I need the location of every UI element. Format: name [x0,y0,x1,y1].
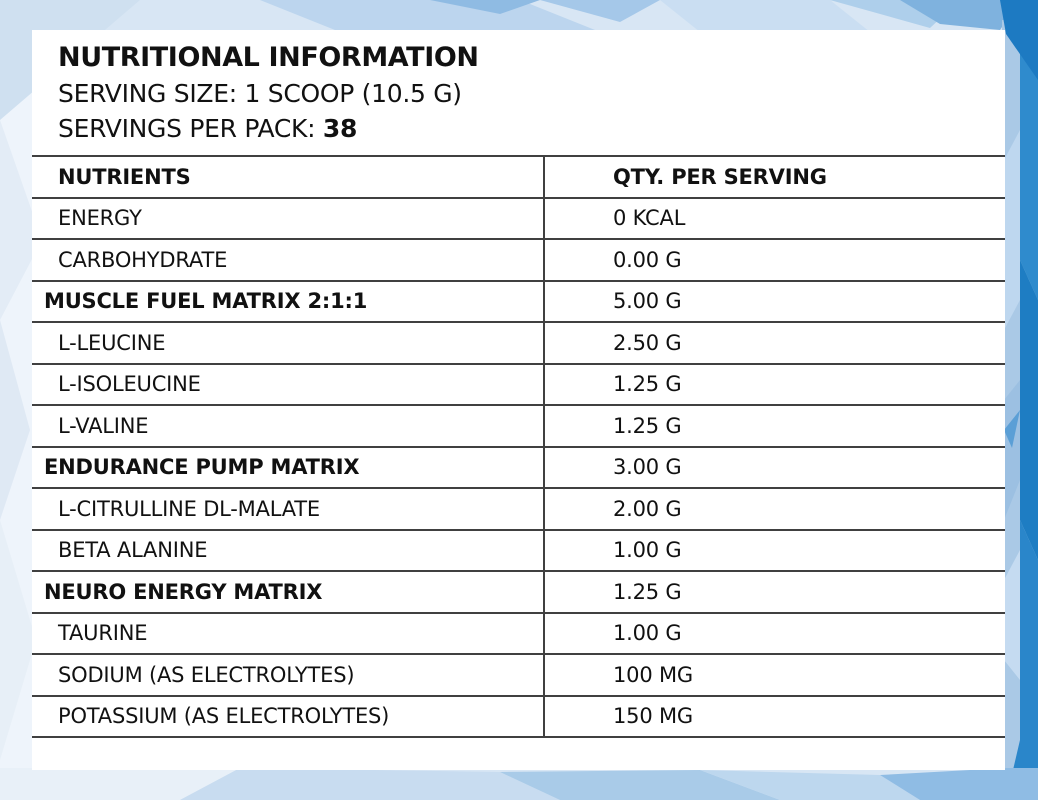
table-row: L-CITRULLINE DL-MALATE 2.00 G [32,489,1005,531]
nutrient-cell: POTASSIUM (AS ELECTROLYTES) [58,704,390,729]
qty-cell: 150 MG [543,696,1005,736]
nutrient-cell: L-ISOLEUCINE [58,372,201,397]
qty-cell: 3.00 G [543,447,1005,487]
nutrient-cell: MUSCLE FUEL MATRIX 2:1:1 [44,289,368,314]
nutrient-cell: ENDURANCE PUMP MATRIX [44,455,360,480]
column-header-nutrients: NUTRIENTS [58,164,191,189]
nutrients-table: NUTRIENTS QTY. PER SERVING ENERGY 0 KCAL… [32,155,1005,738]
qty-cell: 5.00 G [543,281,1005,321]
table-row: BETA ALANINE 1.00 G [32,530,1005,572]
table-row: SODIUM (AS ELECTROLYTES) 100 MG [32,655,1005,697]
table-row: ENERGY 0 KCAL [32,198,1005,240]
serving-size-line: SERVING SIZE: 1 SCOOP (10.5 G) [58,79,462,108]
servings-per-pack-value: 38 [322,114,358,143]
qty-cell: 1.00 G [543,613,1005,653]
table-row: L-VALINE 1.25 G [32,406,1005,448]
nutrient-cell: SODIUM (AS ELECTROLYTES) [58,662,355,687]
table-header-row: NUTRIENTS QTY. PER SERVING [32,157,1005,199]
servings-per-pack-line: SERVINGS PER PACK: 38 [58,111,1005,146]
nutrient-cell: TAURINE [58,621,148,646]
qty-cell: 1.25 G [543,364,1005,404]
table-row: L-ISOLEUCINE 1.25 G [32,364,1005,406]
column-header-qty: QTY. PER SERVING [543,157,1005,197]
qty-cell: 1.00 G [543,530,1005,570]
nutrient-cell: L-CITRULLINE DL-MALATE [58,496,320,521]
table-row: CARBOHYDRATE 0.00 G [32,240,1005,282]
page-title: NUTRITIONAL INFORMATION [58,42,479,73]
nutrient-cell: L-LEUCINE [58,330,166,355]
nutrient-cell: CARBOHYDRATE [58,247,228,272]
qty-cell: 2.50 G [543,323,1005,363]
qty-cell: 2.00 G [543,489,1005,529]
servings-per-pack-label: SERVINGS PER PACK: [58,114,316,143]
table-row-group-header: NEURO ENERGY MATRIX 1.25 G [32,572,1005,614]
qty-cell: 0.00 G [543,240,1005,280]
nutrient-cell: BETA ALANINE [58,538,208,563]
qty-cell: 100 MG [543,655,1005,695]
qty-cell: 1.25 G [543,572,1005,612]
table-row-group-header: ENDURANCE PUMP MATRIX 3.00 G [32,447,1005,489]
nutrient-cell: L-VALINE [58,413,149,438]
nutrient-cell: NEURO ENERGY MATRIX [44,579,323,604]
qty-cell: 1.25 G [543,406,1005,446]
qty-cell: 0 KCAL [543,198,1005,238]
card-header: NUTRITIONAL INFORMATION SERVING SIZE: 1 … [32,30,1005,146]
nutrition-card: NUTRITIONAL INFORMATION SERVING SIZE: 1 … [32,30,1005,770]
table-row: L-LEUCINE 2.50 G [32,323,1005,365]
table-row: POTASSIUM (AS ELECTROLYTES) 150 MG [32,696,1005,738]
nutrient-cell: ENERGY [58,206,142,231]
table-row-group-header: MUSCLE FUEL MATRIX 2:1:1 5.00 G [32,281,1005,323]
table-row: TAURINE 1.00 G [32,613,1005,655]
